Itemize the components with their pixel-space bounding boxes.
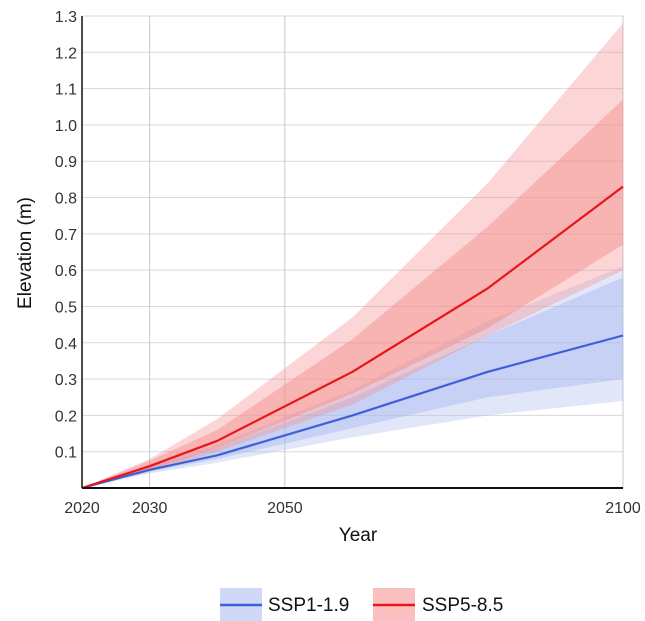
legend-item-ssp5[interactable]: SSP5-8.5 <box>373 588 503 621</box>
legend-item-ssp1[interactable]: SSP1-1.9 <box>220 588 349 621</box>
uncertainty-bands <box>82 23 623 489</box>
x-tick-label: 2050 <box>267 500 303 517</box>
series-line-ssp1 <box>81 334 624 490</box>
y-tick-label: 0.9 <box>55 154 77 171</box>
y-tick-label: 0.8 <box>55 191 77 208</box>
y-tick-label: 0.7 <box>55 227 77 244</box>
likely-band-ssp5 <box>82 99 623 488</box>
y-tick-label: 0.6 <box>55 263 77 280</box>
x-tick-label: 2100 <box>605 500 641 517</box>
series-lines <box>81 185 624 490</box>
tick-labels: 0.1 0.2 0.3 0.4 0.5 0.6 0.7 0.8 0.9 1.0 1.1 1.2 1.3 2… <box>55 9 641 517</box>
legend-label-ssp1: SSP1-1.9 <box>268 595 349 616</box>
y-tick-label: 0.5 <box>55 299 77 316</box>
x-axis-title: Year <box>339 525 378 546</box>
y-tick-label: 0.3 <box>55 372 77 389</box>
y-tick-label: 0.4 <box>55 336 77 353</box>
y-tick-label: 0.1 <box>55 445 77 462</box>
likely-band-ssp1 <box>82 277 623 488</box>
y-tick-label: 0.2 <box>55 408 77 425</box>
y-tick-label: 1.2 <box>55 45 77 62</box>
axes <box>81 16 623 489</box>
y-axis-title: Elevation (m) <box>15 197 36 309</box>
y-tick-label: 1.0 <box>55 118 77 135</box>
x-tick-label: 2020 <box>64 500 100 517</box>
series-line-ssp5 <box>81 185 624 490</box>
y-tick-label: 1.3 <box>55 9 77 26</box>
legend: SSP1-1.9 SSP5-8.5 <box>220 588 503 621</box>
y-tick-label: 1.1 <box>55 82 77 99</box>
very-likely-band-ssp5 <box>82 23 623 489</box>
x-tick-label: 2030 <box>132 500 168 517</box>
very-likely-band-ssp1 <box>82 266 623 488</box>
legend-label-ssp5: SSP5-8.5 <box>422 595 503 616</box>
